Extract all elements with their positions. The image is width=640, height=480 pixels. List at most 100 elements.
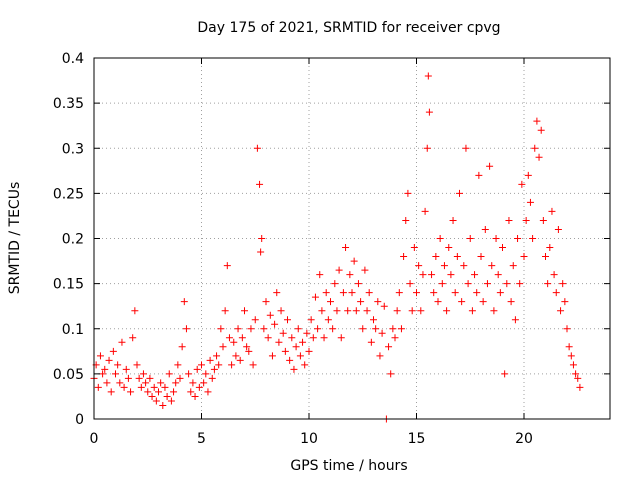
data-point bbox=[460, 262, 468, 270]
data-point bbox=[324, 316, 332, 324]
data-point bbox=[342, 244, 350, 252]
data-point bbox=[365, 289, 373, 297]
data-point bbox=[178, 343, 186, 351]
data-point bbox=[350, 257, 358, 265]
data-point bbox=[253, 144, 261, 152]
data-point bbox=[329, 325, 337, 333]
data-point bbox=[217, 325, 225, 333]
data-point bbox=[475, 171, 483, 179]
data-point bbox=[234, 325, 242, 333]
data-point bbox=[462, 144, 470, 152]
data-point bbox=[208, 374, 216, 382]
data-point bbox=[376, 352, 384, 360]
data-point bbox=[544, 280, 552, 288]
y-tick-label: 0.25 bbox=[53, 186, 84, 202]
x-tick-label: 0 bbox=[90, 431, 99, 447]
data-point bbox=[481, 225, 489, 233]
data-point bbox=[320, 334, 328, 342]
data-point bbox=[531, 144, 539, 152]
data-point bbox=[262, 298, 270, 306]
data-point bbox=[275, 338, 283, 346]
data-point bbox=[172, 379, 180, 387]
data-point bbox=[400, 253, 408, 261]
data-point bbox=[466, 235, 474, 242]
data-point bbox=[200, 379, 208, 387]
data-point bbox=[279, 329, 287, 337]
data-point bbox=[572, 370, 580, 378]
data-point bbox=[101, 365, 109, 373]
data-point bbox=[524, 171, 532, 179]
data-point bbox=[378, 329, 386, 337]
grid-lines bbox=[94, 58, 610, 419]
data-point bbox=[477, 253, 485, 261]
data-point bbox=[363, 307, 371, 315]
y-tick-label: 0.35 bbox=[53, 96, 84, 112]
data-point bbox=[241, 307, 248, 315]
data-point bbox=[516, 280, 524, 288]
data-point bbox=[174, 361, 182, 369]
data-point bbox=[391, 334, 399, 342]
data-point bbox=[533, 117, 541, 125]
data-point bbox=[251, 316, 259, 324]
data-point bbox=[146, 374, 154, 382]
data-point bbox=[219, 343, 227, 351]
data-point bbox=[266, 311, 274, 319]
data-point bbox=[453, 253, 461, 261]
data-point bbox=[236, 356, 244, 364]
data-point bbox=[284, 316, 291, 324]
data-point bbox=[139, 370, 147, 378]
data-point bbox=[473, 289, 481, 297]
data-point bbox=[247, 325, 255, 333]
data-point bbox=[357, 298, 365, 306]
data-point bbox=[434, 298, 442, 306]
data-point bbox=[307, 316, 315, 324]
data-point bbox=[526, 198, 534, 206]
data-point bbox=[99, 370, 107, 378]
data-point bbox=[112, 370, 119, 378]
data-point bbox=[430, 289, 438, 297]
data-point bbox=[554, 225, 562, 233]
data-point bbox=[165, 370, 173, 378]
data-point bbox=[260, 325, 268, 333]
data-point bbox=[105, 356, 113, 364]
data-point bbox=[520, 253, 528, 261]
data-point bbox=[221, 307, 229, 315]
data-point bbox=[296, 352, 304, 360]
data-point bbox=[189, 379, 197, 387]
data-point bbox=[167, 397, 175, 405]
data-point bbox=[122, 365, 130, 373]
data-point bbox=[299, 338, 307, 346]
data-point bbox=[410, 244, 418, 252]
data-point bbox=[94, 383, 102, 391]
y-tick-label: 0.2 bbox=[62, 232, 84, 248]
data-point bbox=[271, 320, 279, 328]
data-point bbox=[479, 298, 487, 306]
data-point bbox=[225, 334, 233, 342]
data-point bbox=[232, 352, 240, 360]
data-point bbox=[424, 72, 432, 80]
data-point bbox=[103, 379, 111, 387]
data-point bbox=[438, 280, 446, 288]
data-point bbox=[152, 397, 160, 405]
data-point bbox=[256, 180, 264, 188]
data-point bbox=[161, 383, 169, 391]
data-point bbox=[322, 289, 330, 297]
data-point bbox=[273, 289, 281, 297]
data-point bbox=[305, 347, 313, 355]
x-tick-label: 15 bbox=[408, 431, 426, 447]
data-point bbox=[552, 289, 560, 297]
data-point bbox=[456, 189, 463, 197]
data-point bbox=[335, 266, 343, 274]
data-point bbox=[445, 244, 453, 252]
data-point bbox=[213, 352, 221, 360]
data-point bbox=[387, 370, 395, 378]
data-point bbox=[303, 329, 311, 337]
data-point bbox=[511, 316, 519, 324]
y-tick-label: 0.05 bbox=[53, 367, 84, 383]
data-point bbox=[413, 289, 420, 297]
data-point bbox=[449, 216, 457, 224]
data-point bbox=[550, 271, 558, 279]
data-point bbox=[206, 356, 214, 364]
data-point bbox=[243, 343, 251, 351]
